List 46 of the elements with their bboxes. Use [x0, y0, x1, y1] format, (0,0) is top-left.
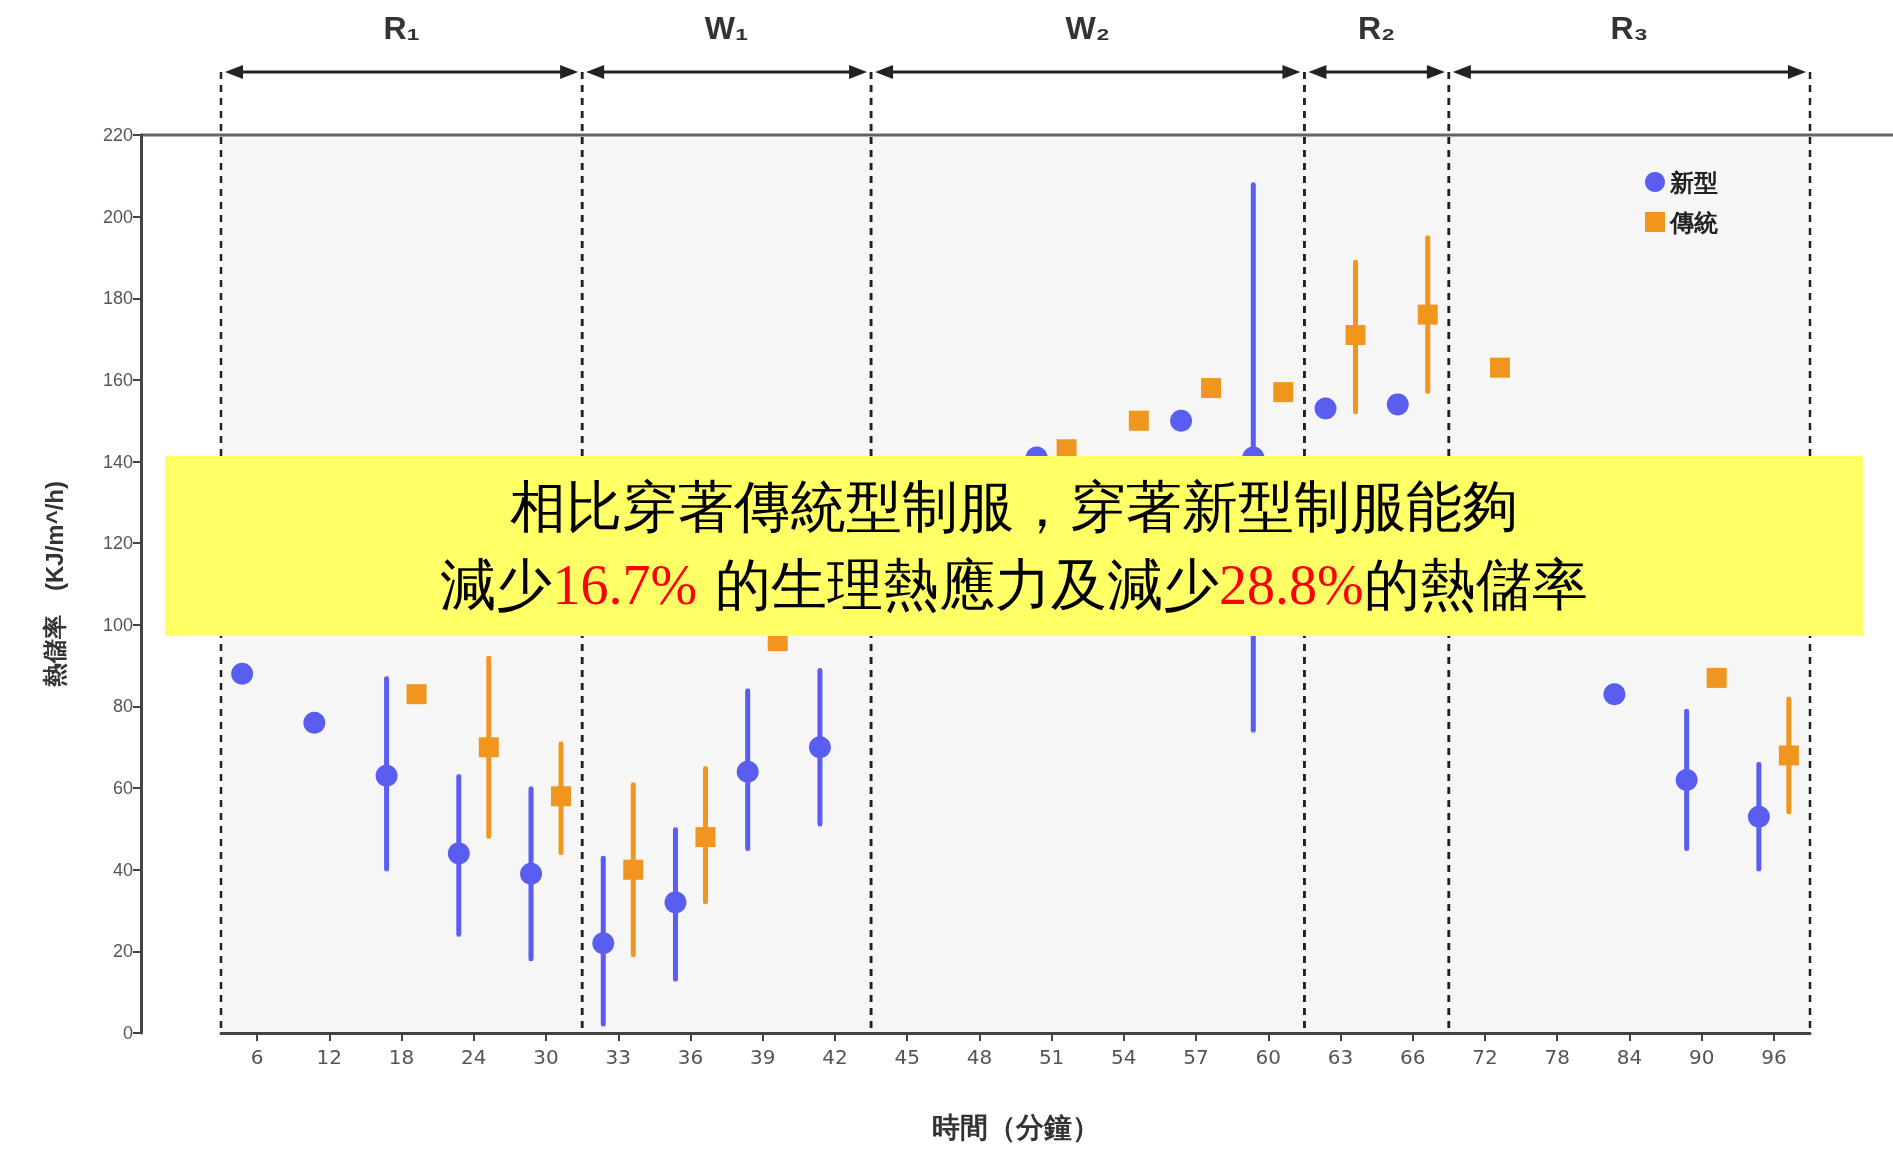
x-tick-label: 78: [1544, 1045, 1570, 1069]
y-tick-label: 80: [112, 696, 133, 717]
x-tick-label: 90: [1688, 1045, 1715, 1069]
legend-label: 傳統: [1669, 208, 1718, 236]
band-label: W₁: [704, 10, 749, 46]
x-tick-label: 54: [1111, 1045, 1137, 1069]
annotation: 相比穿著傳統型制服，穿著新型制服能夠: [510, 473, 1518, 541]
x-tick-label: 39: [749, 1045, 776, 1069]
band-label: W₂: [1065, 10, 1110, 46]
band-label: R₂: [1357, 10, 1396, 46]
x-tick-label: 24: [461, 1045, 487, 1069]
band-label: R₁: [383, 10, 420, 46]
x-tick-label: 36: [677, 1045, 704, 1069]
annotation: 減少16.7% 的生理熱應力及減少28.8%的熱儲率: [440, 551, 1588, 619]
x-axis-title: 時間（分鐘）: [931, 1111, 1100, 1143]
x-tick-label: 66: [1400, 1045, 1426, 1069]
x-tick-label: 72: [1472, 1045, 1498, 1069]
x-tick-label: 96: [1761, 1045, 1787, 1069]
y-tick-label: 60: [112, 778, 133, 799]
x-tick-label: 48: [966, 1045, 993, 1069]
y-tick-label: 20: [112, 941, 133, 962]
x-tick-label: 18: [388, 1045, 415, 1069]
x-tick-label: 6: [250, 1045, 264, 1069]
x-tick-label: 84: [1616, 1045, 1643, 1069]
y-tick-label: 0: [122, 1023, 133, 1043]
x-tick-label: 42: [822, 1045, 848, 1069]
x-tick-label: 51: [1038, 1045, 1065, 1069]
x-tick-label: 12: [316, 1045, 343, 1069]
y-axis-title: 熱儲率 (KJ/m^/h): [40, 480, 68, 689]
y-tick-label: 180: [102, 288, 133, 309]
x-tick-label: 63: [1327, 1045, 1354, 1069]
y-tick-label: 140: [102, 451, 133, 472]
text-box: 相比穿著傳統型制服，穿著新型制服能夠 減少16.7% 的生理熱應力及減少28.8%的熱儲率: [165, 456, 1863, 636]
x-tick-label: 33: [605, 1045, 631, 1069]
y-tick-label: 40: [112, 859, 133, 880]
x-tick-label: 45: [894, 1045, 920, 1069]
legend-label: 新型: [1669, 168, 1718, 196]
y-tick-label: 200: [102, 206, 133, 227]
x-tick-label: 57: [1183, 1045, 1209, 1069]
band-label: R₃: [1610, 10, 1649, 46]
y-tick-label: 160: [102, 369, 133, 390]
y-tick-label: 220: [102, 125, 133, 145]
y-tick-label: 100: [102, 614, 133, 635]
y-tick-label: 120: [102, 533, 133, 554]
x-tick-label: 30: [533, 1045, 559, 1069]
x-tick-label: 60: [1255, 1045, 1282, 1069]
